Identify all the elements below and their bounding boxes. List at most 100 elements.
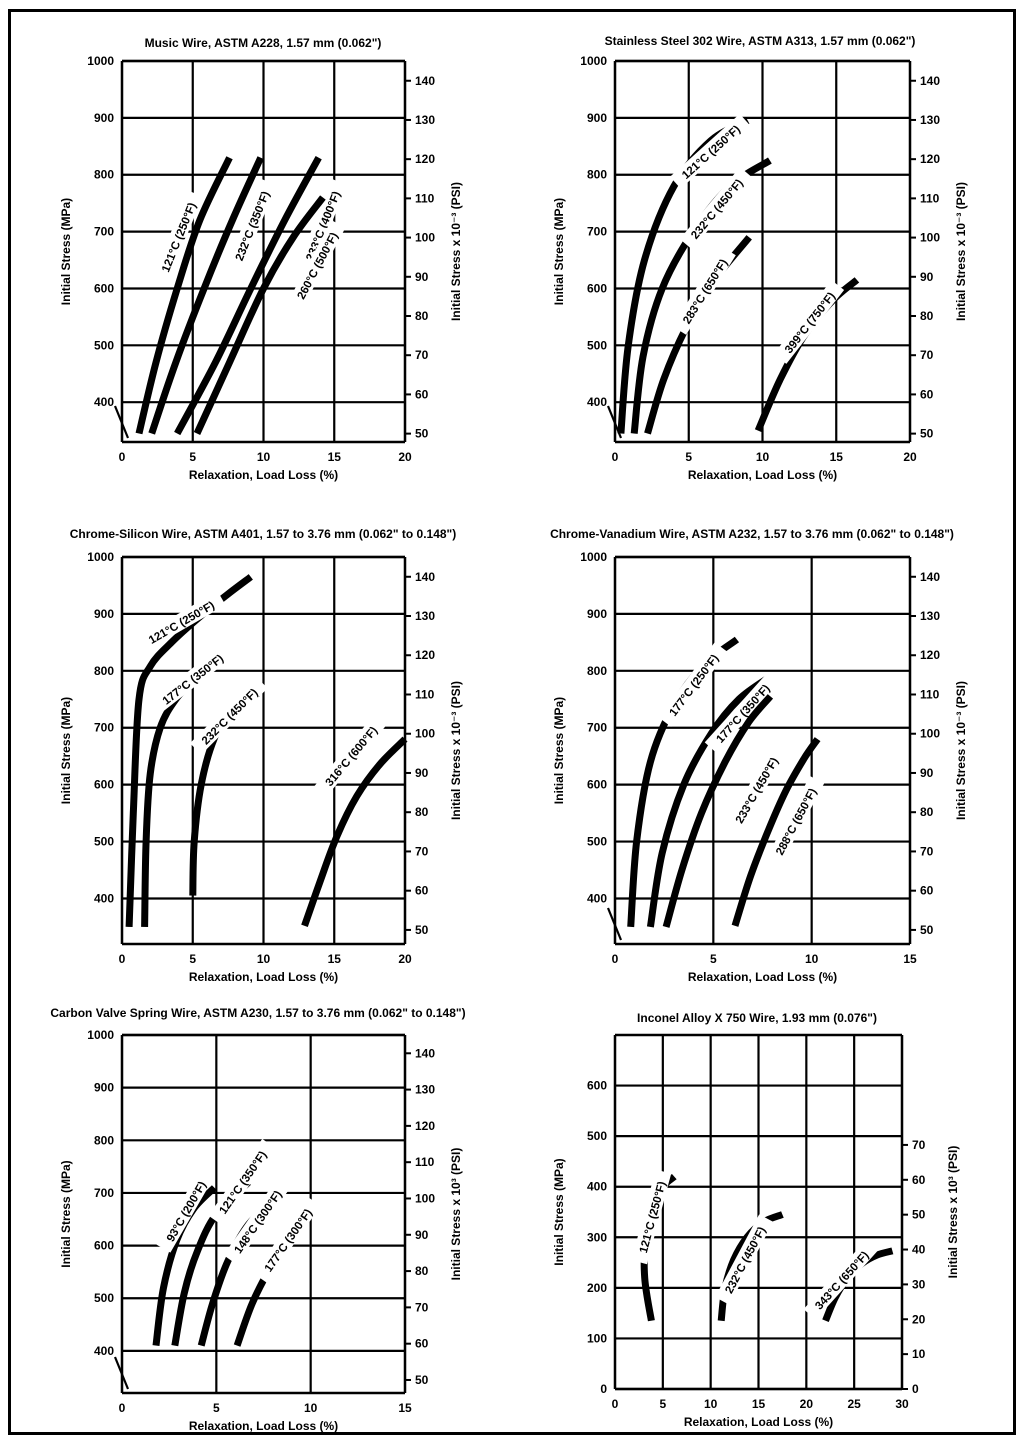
y-axis-label: Initial Stress (MPa) <box>552 697 566 804</box>
y2-tick-label: 50 <box>415 427 429 441</box>
y2-axis-label: Initial Stress x 10⁻³ (PSI) <box>954 182 968 321</box>
y-tick-label: 600 <box>587 1079 607 1093</box>
y2-tick-label: 20 <box>912 1312 926 1326</box>
y-tick-label: 400 <box>94 1344 114 1358</box>
y2-tick-label: 60 <box>415 387 429 401</box>
y2-tick-label: 90 <box>920 766 934 780</box>
y2-tick-label: 50 <box>912 1208 926 1222</box>
y2-tick-label: 140 <box>920 74 940 88</box>
x-tick-label: 5 <box>659 1397 666 1411</box>
y2-tick-label: 130 <box>920 609 940 623</box>
y2-tick-label: 120 <box>415 648 435 662</box>
y2-tick-label: 120 <box>920 648 940 662</box>
y-tick-label: 800 <box>94 1133 114 1147</box>
y-tick-label: 1000 <box>580 54 607 68</box>
y2-tick-label: 120 <box>415 1119 435 1133</box>
x-tick-label: 10 <box>756 450 770 464</box>
y2-tick-label: 140 <box>415 570 435 584</box>
chart-5: Carbon Valve Spring Wire, ASTM A230, 1.5… <box>50 1006 465 1433</box>
y2-tick-label: 110 <box>415 1155 435 1169</box>
y2-tick-label: 90 <box>920 270 934 284</box>
series-label-background <box>765 775 825 867</box>
y2-axis-label: Initial Stress x 10⁻³ (PSI) <box>449 681 463 820</box>
series-label-background <box>672 246 736 335</box>
axis-break-mark <box>113 1356 130 1390</box>
series-label-background <box>670 113 751 189</box>
x-tick-label: 20 <box>903 450 917 464</box>
y-tick-label: 600 <box>587 281 607 295</box>
x-axis-label: Relaxation, Load Loss (%) <box>189 970 338 984</box>
y-tick-label: 300 <box>587 1230 607 1244</box>
series-label-background <box>189 676 268 755</box>
series-label-121-c-250-f: 121°C (250°F) <box>136 591 226 652</box>
x-tick-label: 0 <box>612 1397 619 1411</box>
x-tick-label: 5 <box>213 1401 220 1415</box>
y2-tick-label: 140 <box>415 74 435 88</box>
series-label-background <box>803 1239 879 1320</box>
x-axis-label: Relaxation, Load Loss (%) <box>688 468 837 482</box>
series-label-232-c-450-f: 232°C (450°F) <box>189 676 268 755</box>
series-label-background <box>631 1169 672 1265</box>
y2-axis-label: Initial Stress x 10³ (PSI) <box>449 1148 463 1281</box>
y2-tick-label: 100 <box>415 231 435 245</box>
y2-tick-label: 140 <box>920 570 940 584</box>
chart-2: Stainless Steel 302 Wire, ASTM A313, 1.5… <box>552 34 968 482</box>
y2-tick-label: 80 <box>920 309 934 323</box>
chart-title: Chrome-Vanadium Wire, ASTM A232, 1.57 to… <box>550 527 954 541</box>
series-line-121-c-250-f <box>135 156 233 435</box>
y2-tick-label: 120 <box>415 152 435 166</box>
y2-tick-label: 50 <box>415 1373 429 1387</box>
page-border <box>8 9 1016 1435</box>
y-axis-label: Initial Stress (MPa) <box>552 1158 566 1265</box>
y2-tick-label: 130 <box>415 113 435 127</box>
y-tick-label: 800 <box>94 664 114 678</box>
series-line-399-c-750-f <box>754 277 860 432</box>
x-tick-label: 0 <box>612 450 619 464</box>
y-tick-label: 700 <box>587 225 607 239</box>
x-tick-label: 10 <box>257 450 271 464</box>
chart-4: Chrome-Vanadium Wire, ASTM A232, 1.57 to… <box>550 527 968 984</box>
series-label-text: 121°C (250°F) <box>638 1180 669 1255</box>
series-line-316-c-600-f <box>301 736 408 927</box>
x-tick-label: 5 <box>189 450 196 464</box>
series-label-background <box>725 745 787 835</box>
y-tick-label: 600 <box>587 778 607 792</box>
y2-tick-label: 60 <box>912 1173 926 1187</box>
axis-break-mark <box>606 907 623 941</box>
y-tick-label: 800 <box>587 664 607 678</box>
x-axis-label: Relaxation, Load Loss (%) <box>684 1415 833 1429</box>
y-tick-label: 400 <box>94 395 114 409</box>
y2-tick-label: 110 <box>920 687 940 701</box>
y-tick-label: 400 <box>94 891 114 905</box>
y-tick-label: 400 <box>587 891 607 905</box>
y-tick-label: 500 <box>94 338 114 352</box>
series-label-background <box>658 642 728 727</box>
y2-tick-label: 110 <box>920 191 940 205</box>
y-tick-label: 400 <box>587 1180 607 1194</box>
series-label-343-c-650-f: 343°C (650°F) <box>803 1239 879 1320</box>
x-tick-label: 20 <box>800 1397 814 1411</box>
y2-tick-label: 60 <box>920 884 934 898</box>
series-label-text: 232°C (450°F) <box>200 687 261 748</box>
y-axis-label: Initial Stress (MPa) <box>59 697 73 804</box>
y-tick-label: 500 <box>587 1129 607 1143</box>
y2-tick-label: 130 <box>415 1083 435 1097</box>
y-tick-label: 700 <box>94 1186 114 1200</box>
chart-title: Carbon Valve Spring Wire, ASTM A230, 1.5… <box>50 1006 465 1020</box>
y-axis-label: Initial Stress (MPa) <box>59 1160 73 1267</box>
x-tick-label: 15 <box>398 1401 412 1415</box>
series-line-177-c-350-f <box>141 674 200 927</box>
chart-6: Inconel Alloy X 750 Wire, 1.93 mm (0.076… <box>552 1011 960 1429</box>
y2-tick-label: 80 <box>920 805 934 819</box>
y-tick-label: 600 <box>94 1239 114 1253</box>
y2-tick-label: 110 <box>415 687 435 701</box>
y-tick-label: 600 <box>94 778 114 792</box>
y-tick-label: 500 <box>587 338 607 352</box>
y-tick-label: 800 <box>94 168 114 182</box>
series-label-background <box>150 643 235 714</box>
y2-tick-label: 10 <box>912 1347 926 1361</box>
y2-tick-label: 70 <box>920 348 934 362</box>
series-label-background <box>287 220 346 311</box>
y2-tick-label: 100 <box>920 231 940 245</box>
x-tick-label: 10 <box>805 952 819 966</box>
